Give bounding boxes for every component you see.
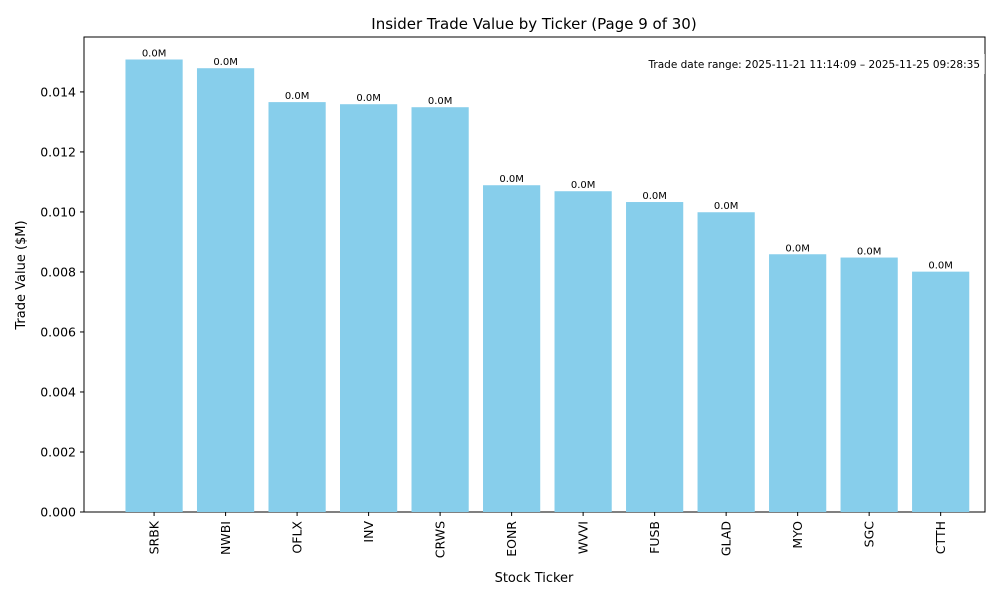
bar-wvvi xyxy=(554,191,612,513)
bar-nwbi xyxy=(196,68,255,513)
y-tick-label: 0.008 xyxy=(40,264,76,279)
x-tick-label-srbk: SRBK xyxy=(147,520,162,554)
bar-myo xyxy=(769,254,827,512)
data-label-myo: 0.0M xyxy=(785,243,810,254)
bar-eonr xyxy=(483,185,541,513)
y-tick-label: 0.002 xyxy=(40,444,76,459)
x-axis-label: Stock Ticker xyxy=(495,571,574,586)
x-tick-label-myo: MYO xyxy=(790,521,805,549)
y-tick-label: 0.014 xyxy=(40,84,76,99)
y-tick-label: 0.012 xyxy=(40,144,76,159)
x-tick-label-nwbi: NWBI xyxy=(218,521,233,555)
data-label-sgc: 0.0M xyxy=(857,247,882,258)
x-axis: SRBK NWBI OFLX INV CRWS EONR WVVI FUSB GLAD MYO SG… xyxy=(147,512,948,558)
data-label-ctth: 0.0M xyxy=(928,261,953,272)
data-label-nwbi: 0.0M xyxy=(213,57,238,68)
bar-sgc xyxy=(840,257,898,512)
data-label-srbk: 0.0M xyxy=(142,49,167,60)
bar-crws xyxy=(411,107,469,513)
x-tick-label-ctth: CTTH xyxy=(933,521,948,554)
x-tick-label-glad: GLAD xyxy=(719,521,734,556)
data-label-fusb: 0.0M xyxy=(642,191,667,202)
y-tick-label: 0.000 xyxy=(40,505,76,520)
x-tick-label-oflx: OFLX xyxy=(290,521,305,554)
bar-fusb xyxy=(626,202,684,512)
bar-glad xyxy=(697,212,755,513)
y-tick-label: 0.004 xyxy=(40,384,76,399)
x-tick-label-sgc: SGC xyxy=(862,521,877,548)
bar-ctth xyxy=(912,271,970,512)
y-axis: 0.000 0.002 0.004 0.006 0.008 0.010 0.012 0.014 xyxy=(40,84,84,520)
bar-oflx xyxy=(268,102,326,513)
chart-title: Insider Trade Value by Ticker (Page 9 of… xyxy=(371,15,696,33)
data-label-crws: 0.0M xyxy=(428,96,453,107)
bar-series xyxy=(125,59,970,513)
x-tick-label-crws: CRWS xyxy=(433,521,448,558)
x-tick-label-eonr: EONR xyxy=(504,521,519,557)
bar-inv xyxy=(340,104,398,513)
x-tick-label-wvvi: WVVI xyxy=(576,521,591,554)
data-label-oflx: 0.0M xyxy=(285,91,310,102)
data-label-glad: 0.0M xyxy=(714,201,739,212)
bar-srbk xyxy=(125,59,183,512)
annotation-edge-marker xyxy=(984,54,985,74)
data-label-inv: 0.0M xyxy=(356,93,381,104)
y-tick-label: 0.006 xyxy=(40,324,76,339)
x-tick-label-inv: INV xyxy=(361,521,376,543)
data-label-eonr: 0.0M xyxy=(499,174,524,185)
date-range-annotation: Trade date range: 2025-11-21 11:14:09 – … xyxy=(648,59,980,71)
x-tick-label-fusb: FUSB xyxy=(647,521,662,554)
y-tick-label: 0.010 xyxy=(40,204,76,219)
data-labels: 0.0M 0.0M 0.0M 0.0M 0.0M 0.0M 0.0M 0.0M 0.0M 0.0M… xyxy=(142,49,953,272)
data-label-wvvi: 0.0M xyxy=(571,180,596,191)
y-axis-label: Trade Value ($M) xyxy=(14,220,29,330)
